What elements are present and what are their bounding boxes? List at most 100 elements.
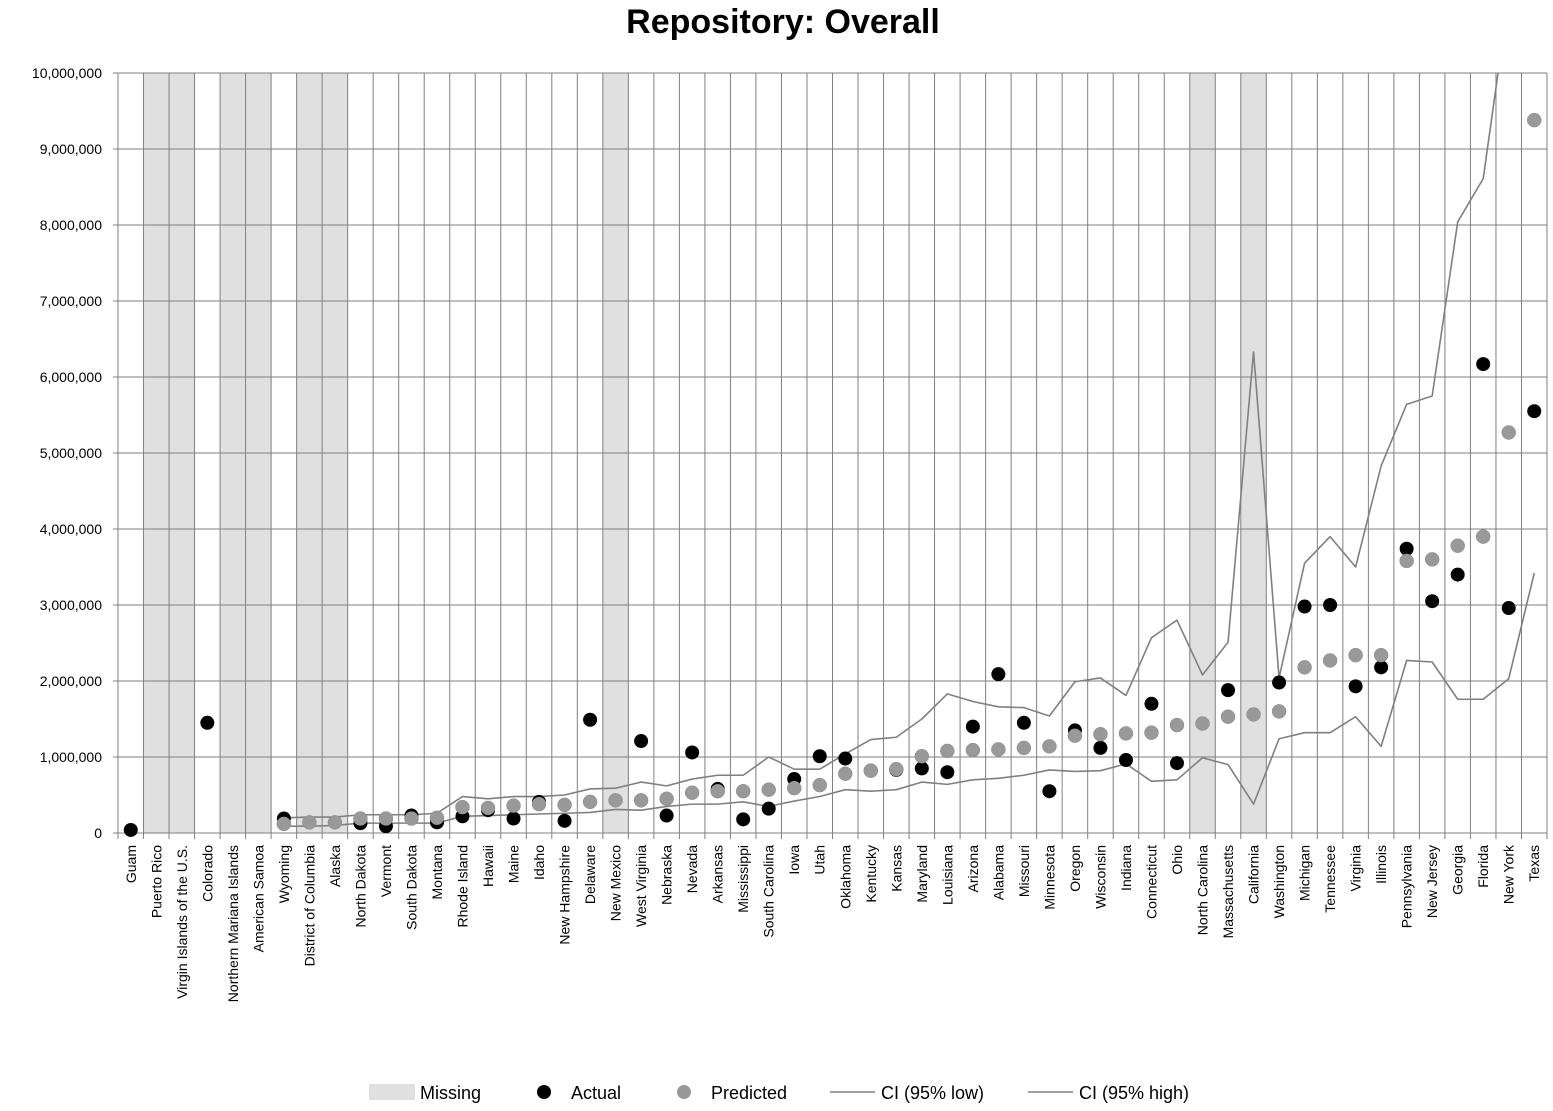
actual-point: [1118, 753, 1133, 768]
category-label: Wisconsin: [1092, 845, 1108, 909]
ci-line-high: [283, 73, 1499, 819]
category-label: Guam: [123, 845, 139, 883]
category-label: California: [1246, 845, 1262, 904]
category-label: Nebraska: [659, 845, 675, 905]
predicted-point: [608, 793, 623, 808]
predicted-point: [710, 783, 725, 799]
category-label: Maryland: [914, 845, 930, 903]
actual-point: [1450, 567, 1465, 582]
predicted-point: [1169, 717, 1185, 733]
chart-title: Repository: Overall: [626, 3, 940, 41]
actual-point: [557, 813, 572, 828]
category-label: Alaska: [327, 845, 343, 887]
predicted-point: [684, 785, 700, 800]
legend-label-missing: Missing: [420, 1083, 481, 1103]
category-label: Louisiana: [939, 845, 955, 905]
category-label: Idaho: [531, 845, 547, 880]
category-label: Connecticut: [1143, 845, 1159, 919]
predicted-point: [940, 743, 955, 759]
category-label: Hawaii: [480, 845, 496, 887]
category-label: South Dakota: [403, 845, 419, 930]
predicted-point: [506, 798, 521, 813]
category-label: Alabama: [990, 845, 1006, 900]
category-label: Florida: [1475, 845, 1491, 888]
category-label: North Dakota: [352, 845, 368, 928]
y-tick-label: 1,000,000: [40, 749, 102, 765]
category-label: Indiana: [1118, 845, 1134, 891]
y-tick-label: 5,000,000: [40, 445, 102, 461]
y-tick-label: 9,000,000: [40, 141, 102, 157]
actual-point: [1042, 784, 1057, 799]
category-label: Mississippi: [735, 845, 751, 913]
actual-point: [965, 719, 980, 734]
predicted-point: [786, 780, 802, 796]
predicted-point: [455, 799, 470, 815]
actual-point: [914, 761, 929, 776]
legend-label-ci-low: CI (95% low): [881, 1083, 984, 1103]
legend-label-ci-high: CI (95% high): [1079, 1083, 1189, 1103]
actual-point: [685, 745, 700, 760]
category-label: North Carolina: [1195, 845, 1211, 935]
category-label: Michigan: [1297, 845, 1313, 901]
predicted-point: [1118, 726, 1134, 741]
predicted-point: [429, 810, 445, 826]
actual-point: [1425, 594, 1440, 609]
actual-point: [1093, 740, 1108, 755]
x-axis-ticks: Guam Puerto Rico Virgin Islands of the U.S…: [123, 844, 1542, 1002]
predicted-point: [965, 742, 981, 758]
actual-point: [506, 811, 521, 826]
category-label: Massachusetts: [1220, 845, 1236, 938]
predicted-point: [1271, 704, 1287, 719]
y-tick-label: 0: [94, 825, 102, 841]
predicted-point: [557, 797, 572, 813]
category-label: Washington: [1271, 845, 1287, 918]
category-label: Oklahoma: [837, 845, 853, 909]
category-label: Arkansas: [710, 845, 726, 903]
actual-point: [940, 765, 955, 780]
category-label: West Virginia: [633, 845, 649, 927]
legend-swatch-missing: [369, 1084, 415, 1100]
actual-point: [659, 808, 674, 823]
category-label: Missouri: [1016, 845, 1032, 897]
actual-point: [1016, 715, 1031, 730]
y-tick-label: 3,000,000: [40, 597, 102, 613]
predicted-point: [276, 816, 292, 832]
predicted-point: [404, 811, 419, 826]
category-label: New Hampshire: [557, 845, 573, 945]
category-label: Wyoming: [276, 845, 292, 903]
category-label: South Carolina: [761, 845, 777, 938]
predicted-point: [838, 766, 853, 781]
predicted-point: [1424, 552, 1440, 567]
predicted-point: [1042, 739, 1057, 754]
predicted-point: [914, 748, 930, 764]
data-points: [123, 112, 1542, 837]
y-tick-label: 8,000,000: [40, 217, 102, 233]
legend-swatch-predicted: [677, 1085, 691, 1099]
predicted-point: [1475, 529, 1491, 544]
category-label: Puerto Rico: [148, 845, 164, 918]
category-label: Arizona: [965, 845, 981, 893]
legend-label-actual: Actual: [571, 1083, 621, 1103]
y-axis-ticks: 0 1,000,000 2,000,000 3,000,000 4,000,000 5,0…: [32, 65, 102, 841]
category-label: Vermont: [378, 845, 394, 897]
actual-point: [1297, 599, 1312, 614]
actual-point: [634, 734, 649, 749]
category-label: New Jersey: [1424, 845, 1440, 918]
y-tick-label: 2,000,000: [40, 673, 102, 689]
actual-point: [1399, 541, 1414, 556]
predicted-point: [353, 811, 368, 826]
predicted-point: [1220, 709, 1236, 724]
category-label: New Mexico: [608, 845, 624, 921]
predicted-point: [327, 815, 343, 830]
predicted-point: [1450, 538, 1465, 553]
predicted-point: [531, 796, 547, 812]
actual-point: [1527, 404, 1542, 419]
predicted-point: [1373, 647, 1389, 663]
category-label: American Samoa: [250, 845, 266, 953]
actual-point: [1476, 357, 1491, 372]
actual-point: [1272, 675, 1287, 690]
actual-point: [583, 712, 598, 727]
predicted-point: [1144, 725, 1159, 740]
